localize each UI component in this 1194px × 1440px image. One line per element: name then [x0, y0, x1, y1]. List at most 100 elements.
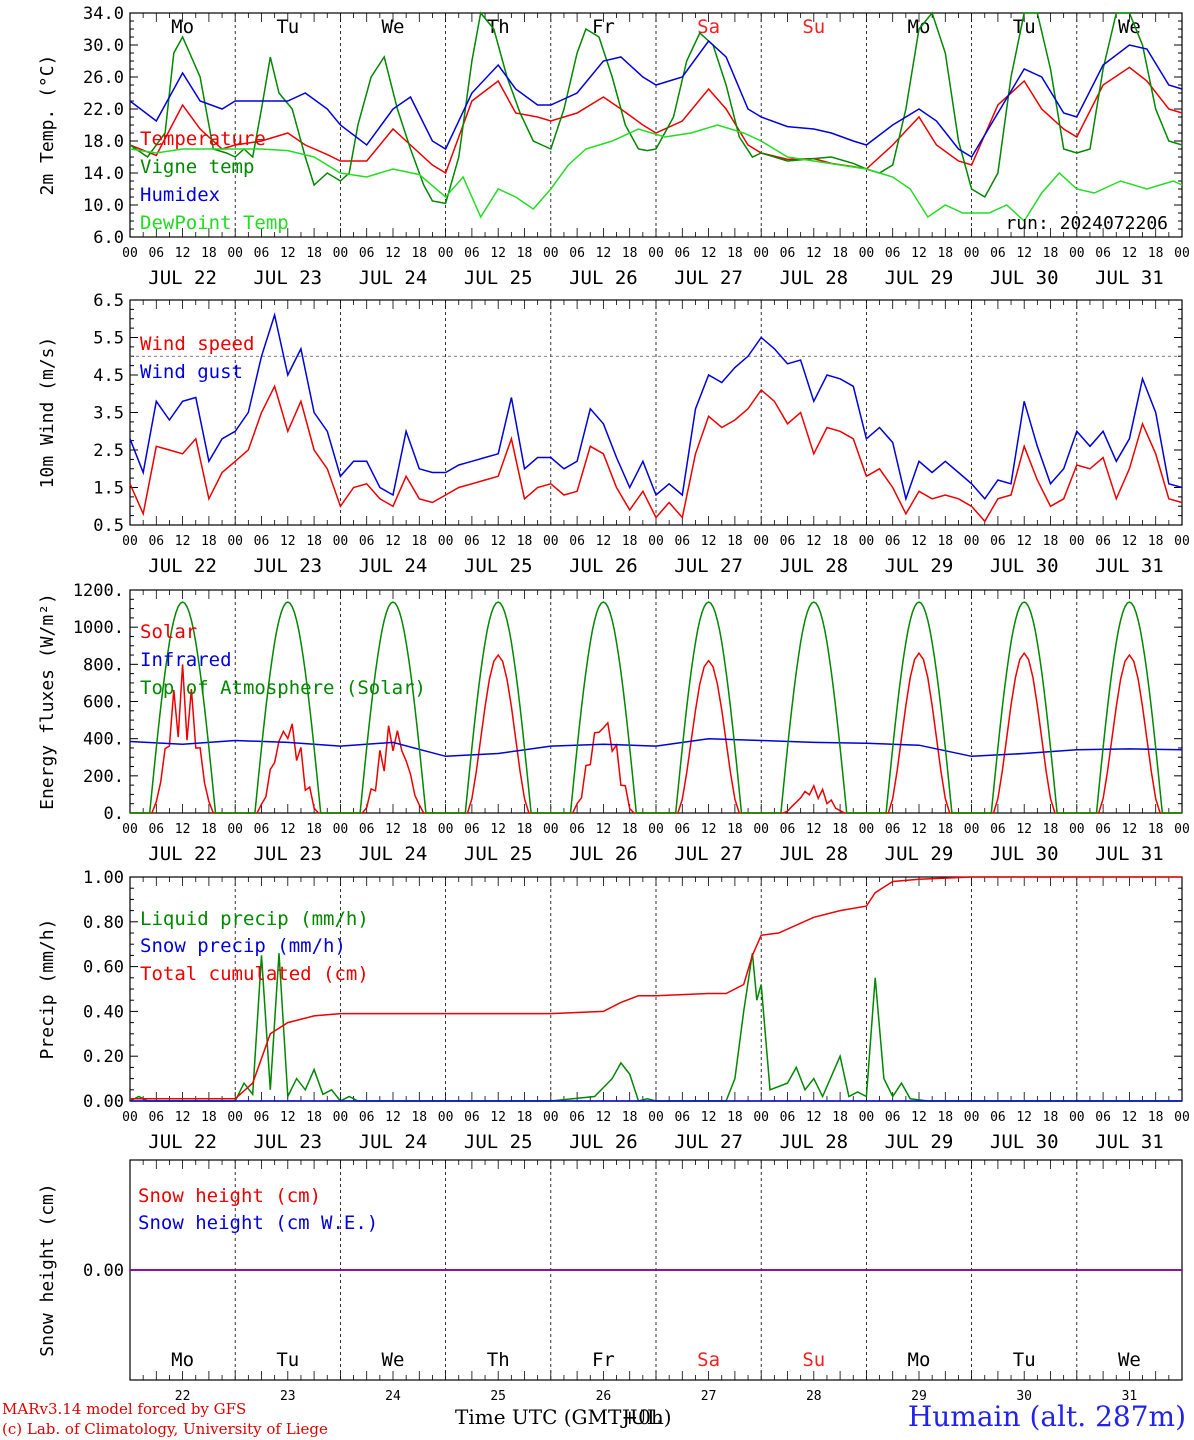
hour-label: 00	[859, 1110, 875, 1125]
day-label: JUL 27	[674, 843, 743, 865]
day-label: JUL 26	[569, 267, 638, 289]
hour-label: 06	[990, 1110, 1006, 1125]
hour-label: 06	[359, 1110, 375, 1125]
weekday-label: We	[382, 16, 405, 38]
hour-label: 06	[464, 822, 480, 837]
hour-label: 18	[201, 534, 217, 549]
hour-label: 06	[254, 1110, 270, 1125]
hour-label: 00	[333, 822, 349, 837]
y-tick-label: 4.5	[93, 366, 124, 386]
hour-label: 06	[464, 246, 480, 261]
hour-label: 00	[543, 246, 559, 261]
y-tick-label: 5.5	[93, 329, 124, 349]
day-number: 31	[1122, 1389, 1138, 1404]
hour-label: 06	[359, 246, 375, 261]
hour-label: 12	[911, 534, 927, 549]
y-tick-label: 3.5	[93, 404, 124, 424]
day-label: JUL 28	[779, 555, 848, 577]
weekday-label: Tu	[1013, 16, 1036, 38]
weekday-label: Fr	[592, 1349, 615, 1371]
hour-label: 06	[1095, 1110, 1111, 1125]
legend-entry: Vigne temp	[140, 156, 254, 178]
series-line-top-of-atmosphere-solar-	[130, 601, 1182, 814]
y-tick-label: 18.0	[83, 132, 124, 152]
hour-label: 12	[175, 534, 191, 549]
hour-label: 12	[1122, 1110, 1138, 1125]
hour-label: 12	[806, 822, 822, 837]
hour-label: 06	[254, 246, 270, 261]
day-label: JUL 30	[990, 555, 1059, 577]
hour-label: 00	[122, 822, 138, 837]
hour-label: 00	[859, 822, 875, 837]
day-label: JUL 27	[674, 267, 743, 289]
hour-label: 12	[490, 534, 506, 549]
day-label: JUL 26	[569, 843, 638, 865]
hour-label: 18	[517, 246, 533, 261]
y-tick-label: 0.40	[83, 1002, 124, 1022]
hour-label: 00	[122, 534, 138, 549]
y-tick-label: 1000.	[73, 618, 124, 638]
hour-label: 12	[385, 534, 401, 549]
hour-label: 00	[964, 246, 980, 261]
hour-label: 06	[990, 246, 1006, 261]
hour-label: 06	[674, 1110, 690, 1125]
y-tick-label: 0.	[104, 804, 124, 824]
hour-label: 06	[148, 1110, 164, 1125]
day-label: JUL 25	[464, 1131, 533, 1153]
day-number: 27	[701, 1389, 717, 1404]
day-number: 26	[596, 1389, 612, 1404]
hour-label: 18	[727, 822, 743, 837]
hour-label: 00	[122, 246, 138, 261]
hour-label: 12	[806, 246, 822, 261]
legend-entry: DewPoint Temp	[140, 212, 289, 234]
hour-label: 06	[569, 822, 585, 837]
hour-label: 06	[359, 822, 375, 837]
hour-label: 00	[543, 822, 559, 837]
hour-label: 06	[885, 1110, 901, 1125]
hour-label: 06	[990, 822, 1006, 837]
day-label: JUL 26	[569, 555, 638, 577]
day-number: 22	[175, 1389, 191, 1404]
hour-label: 00	[859, 534, 875, 549]
weekday-label: Th	[487, 1349, 510, 1371]
legend-entry: Top of Atmosphere (Solar)	[140, 677, 426, 699]
y-tick-label: 0.60	[83, 958, 124, 978]
x-axis-title: Time UTC (GMT+0h)	[455, 1405, 672, 1429]
y-tick-label: 0.5	[93, 516, 124, 536]
hour-label: 12	[490, 822, 506, 837]
y-tick-label: 600.	[83, 693, 124, 713]
hour-label: 06	[780, 246, 796, 261]
day-label: JUL 22	[148, 555, 217, 577]
hour-label: 18	[201, 822, 217, 837]
hour-label: 12	[175, 246, 191, 261]
hour-label: 12	[596, 1110, 612, 1125]
hour-label: 12	[701, 534, 717, 549]
hour-label: 12	[596, 534, 612, 549]
hour-label: 12	[806, 1110, 822, 1125]
hour-label: 18	[1043, 246, 1059, 261]
day-label: JUL 22	[148, 267, 217, 289]
day-label: JUL 22	[148, 1131, 217, 1153]
weekday-label: Su	[802, 1349, 825, 1371]
day-label: JUL 22	[148, 843, 217, 865]
hour-label: 00	[753, 822, 769, 837]
day-label: JUL 28	[779, 267, 848, 289]
hour-label: 18	[622, 534, 638, 549]
hour-label: 12	[1016, 1110, 1032, 1125]
hour-label: 12	[385, 246, 401, 261]
hour-label: 18	[622, 822, 638, 837]
hour-label: 06	[1095, 822, 1111, 837]
y-axis-label: Snow height (cm)	[37, 1183, 58, 1356]
hour-label: 18	[306, 534, 322, 549]
hour-label: 12	[385, 822, 401, 837]
day-number: 29	[911, 1389, 927, 1404]
hour-label: 06	[780, 822, 796, 837]
hour-label: 12	[175, 822, 191, 837]
x-axis-title-overlay: JUL	[622, 1405, 661, 1429]
hour-label: 12	[175, 1110, 191, 1125]
day-label: JUL 25	[464, 555, 533, 577]
hour-label: 06	[359, 534, 375, 549]
weekday-label: We	[1118, 16, 1141, 38]
hour-label: 18	[201, 1110, 217, 1125]
day-label: JUL 23	[253, 843, 322, 865]
